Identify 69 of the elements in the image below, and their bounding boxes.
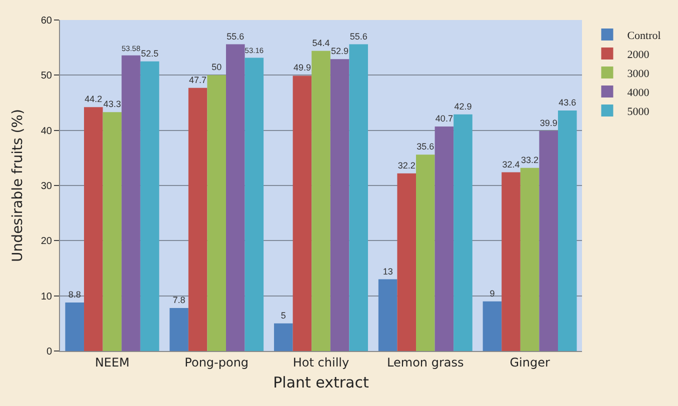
legend-label: 3000 xyxy=(627,68,650,80)
legend-label: 5000 xyxy=(627,106,650,118)
data-label: 52.9 xyxy=(331,46,349,56)
data-label: 8.8 xyxy=(68,289,81,300)
bar xyxy=(140,61,160,351)
bar xyxy=(539,130,558,351)
x-tick-label: Hot chilly xyxy=(292,355,350,370)
data-label: 35.6 xyxy=(416,142,434,152)
bar xyxy=(274,323,293,351)
x-tick-label: Pong-pong xyxy=(184,355,249,370)
bar xyxy=(397,173,416,351)
data-label: 54.4 xyxy=(312,38,330,48)
data-label: 44.2 xyxy=(84,94,102,104)
legend-label: 2000 xyxy=(627,48,650,61)
y-axis-title: Undesirable fruits (%) xyxy=(10,109,26,262)
y-tick-label: 10 xyxy=(40,291,52,302)
y-tick-label: 0 xyxy=(46,346,52,358)
bar xyxy=(226,44,245,351)
bar xyxy=(558,110,577,351)
x-tick-label: NEEM xyxy=(94,355,130,370)
bar xyxy=(102,112,122,351)
bar xyxy=(416,154,435,351)
y-tick-label: 20 xyxy=(40,236,52,248)
data-label: 9 xyxy=(490,288,495,298)
bar xyxy=(434,126,454,351)
y-tick-label: 60 xyxy=(40,16,52,26)
data-label: 53.16 xyxy=(244,46,264,56)
x-tick-label: Ginger xyxy=(510,355,550,370)
bar xyxy=(122,55,140,351)
bar xyxy=(65,302,84,351)
data-label: 42.9 xyxy=(454,101,472,112)
data-label: 47.7 xyxy=(189,74,207,85)
data-label: 43.6 xyxy=(558,97,576,108)
data-label: 53.58 xyxy=(122,44,140,53)
y-tick-label: 40 xyxy=(40,126,52,137)
legend-label: Control xyxy=(627,30,661,42)
bar xyxy=(454,114,472,351)
data-label: 50 xyxy=(212,62,222,72)
y-tick-label: 30 xyxy=(40,181,52,192)
bar xyxy=(312,50,330,351)
data-label: 52.5 xyxy=(141,48,159,58)
bar xyxy=(349,44,368,351)
data-label: 40.7 xyxy=(435,113,453,124)
legend-label: 4000 xyxy=(627,86,650,99)
bar xyxy=(292,76,312,351)
bar xyxy=(330,59,350,351)
bar xyxy=(482,301,502,351)
x-axis-title: Plant extract xyxy=(273,373,369,392)
y-tick-label: 50 xyxy=(40,70,52,82)
bar xyxy=(170,308,188,351)
data-label: 13 xyxy=(382,266,393,276)
data-label: 43.3 xyxy=(103,99,121,110)
bar xyxy=(84,107,103,351)
data-label: 32.4 xyxy=(502,159,520,170)
data-label: 49.9 xyxy=(293,62,311,73)
x-tick-label: Lemon grass xyxy=(387,355,464,370)
bar xyxy=(520,168,540,351)
bar xyxy=(378,279,398,351)
data-label: 55.6 xyxy=(226,31,244,42)
bar xyxy=(207,75,226,351)
bar xyxy=(502,172,520,351)
data-label: 55.6 xyxy=(350,31,368,42)
data-label: 33.2 xyxy=(521,154,539,165)
bar xyxy=(188,88,208,351)
data-label: 5 xyxy=(280,310,286,320)
data-label: 32.2 xyxy=(398,160,416,170)
bar xyxy=(244,58,264,351)
data-label: 39.9 xyxy=(540,118,558,128)
data-label: 7.8 xyxy=(172,294,186,305)
